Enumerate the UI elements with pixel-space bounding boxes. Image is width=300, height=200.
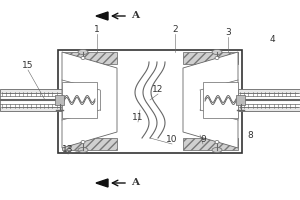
Ellipse shape: [212, 49, 222, 54]
Ellipse shape: [215, 140, 219, 144]
Ellipse shape: [81, 140, 85, 144]
Text: A: A: [131, 178, 139, 187]
Text: 4: 4: [269, 35, 275, 44]
Ellipse shape: [78, 148, 88, 152]
Bar: [0, 89, 62, 111]
Ellipse shape: [215, 56, 219, 60]
Bar: [62, 82, 97, 118]
Text: 1: 1: [94, 25, 100, 34]
Bar: [62, 138, 117, 150]
Text: 15: 15: [22, 61, 34, 70]
Text: 2: 2: [172, 25, 178, 34]
Polygon shape: [183, 52, 238, 148]
Bar: [203, 82, 238, 118]
Bar: [58, 50, 242, 153]
Bar: [236, 95, 245, 105]
Text: 13: 13: [62, 145, 74, 154]
Bar: [0, 93, 62, 107]
Text: 9: 9: [200, 135, 206, 144]
Text: 11: 11: [132, 113, 144, 122]
Bar: [62, 52, 117, 64]
Ellipse shape: [78, 49, 88, 54]
Text: 8: 8: [247, 131, 253, 140]
Polygon shape: [96, 12, 108, 20]
Ellipse shape: [81, 56, 85, 60]
Text: 12: 12: [152, 85, 164, 94]
Bar: [238, 93, 300, 107]
Ellipse shape: [212, 148, 222, 152]
Polygon shape: [62, 52, 117, 148]
Bar: [55, 95, 64, 105]
Polygon shape: [96, 179, 108, 187]
Text: 3: 3: [225, 28, 231, 37]
Bar: [238, 89, 300, 111]
Bar: [183, 138, 238, 150]
Bar: [183, 52, 238, 64]
Text: 10: 10: [166, 135, 178, 144]
Text: A: A: [131, 11, 139, 20]
